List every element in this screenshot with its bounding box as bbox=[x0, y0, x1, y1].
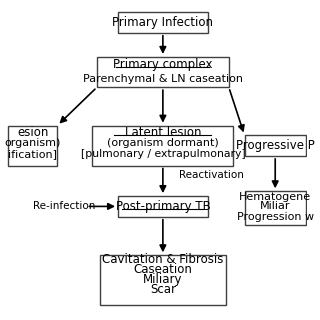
FancyBboxPatch shape bbox=[118, 12, 208, 33]
Text: Re-infection: Re-infection bbox=[33, 201, 95, 212]
Text: Parenchymal & LN caseation: Parenchymal & LN caseation bbox=[83, 74, 243, 84]
Text: Primary complex: Primary complex bbox=[113, 58, 212, 71]
FancyBboxPatch shape bbox=[244, 191, 306, 225]
Text: ification]: ification] bbox=[8, 149, 57, 159]
FancyBboxPatch shape bbox=[118, 196, 208, 217]
Text: Latent lesion: Latent lesion bbox=[124, 126, 201, 139]
Text: Scar: Scar bbox=[150, 283, 176, 296]
Text: (organism dormant): (organism dormant) bbox=[107, 138, 219, 148]
Text: Primary Infection: Primary Infection bbox=[112, 16, 213, 29]
FancyBboxPatch shape bbox=[97, 57, 229, 87]
FancyBboxPatch shape bbox=[92, 126, 233, 166]
Text: Progressive P: Progressive P bbox=[236, 139, 315, 152]
Text: esion: esion bbox=[17, 126, 48, 139]
Text: Miliar: Miliar bbox=[260, 201, 291, 212]
Text: Hematogene: Hematogene bbox=[239, 192, 311, 202]
Text: Caseation: Caseation bbox=[133, 263, 192, 276]
FancyBboxPatch shape bbox=[8, 126, 57, 166]
Text: Cavitation & Fibrosis: Cavitation & Fibrosis bbox=[102, 253, 224, 266]
Text: Miliary: Miliary bbox=[143, 273, 183, 286]
FancyBboxPatch shape bbox=[100, 255, 226, 305]
Text: Post-primary TB: Post-primary TB bbox=[116, 200, 210, 213]
Text: [pulmonary / extrapulmonary]: [pulmonary / extrapulmonary] bbox=[81, 149, 245, 159]
FancyBboxPatch shape bbox=[244, 135, 306, 156]
Text: organism): organism) bbox=[4, 138, 61, 148]
Text: Reactivation: Reactivation bbox=[179, 170, 244, 180]
Text: Progression w: Progression w bbox=[237, 212, 314, 222]
